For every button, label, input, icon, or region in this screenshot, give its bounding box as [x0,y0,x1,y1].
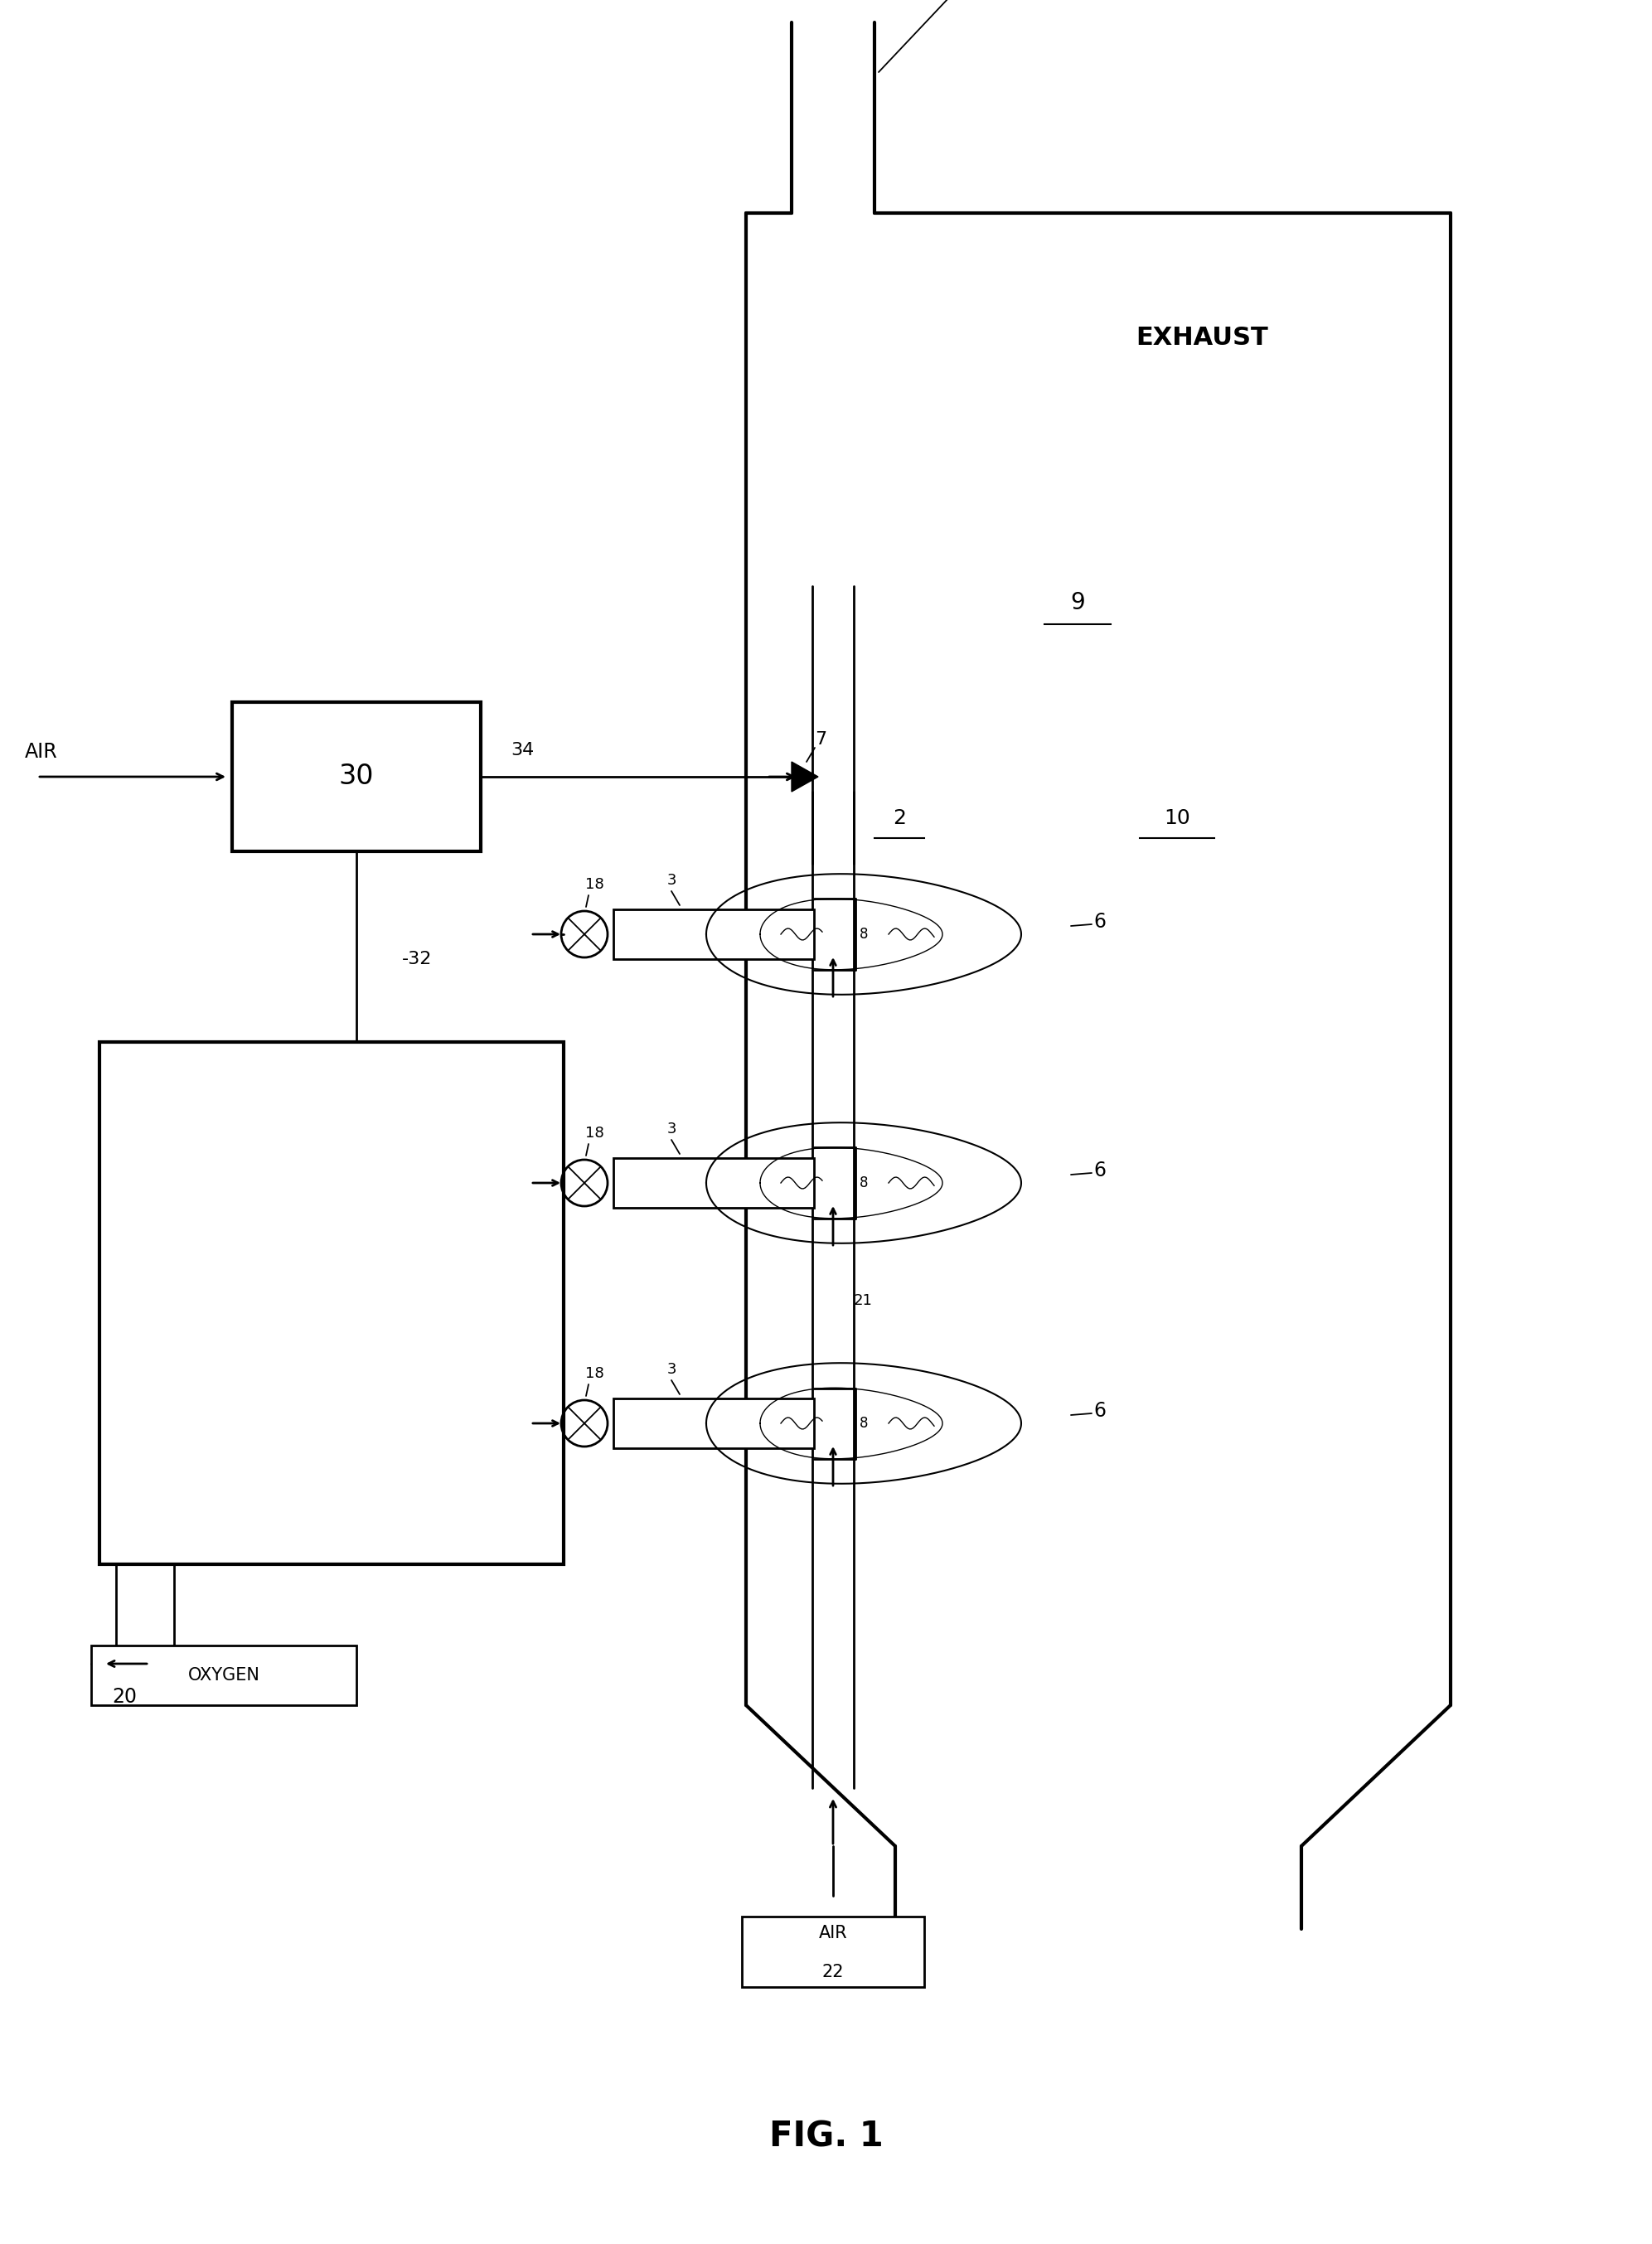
Text: 3: 3 [667,1362,676,1378]
Text: 10: 10 [1165,808,1189,828]
Bar [231,702,481,850]
Text: OXYGEN: OXYGEN [188,1667,259,1683]
Text: AIR: AIR [25,743,58,761]
Text: 18: 18 [585,877,603,891]
Bar [742,1916,923,1986]
Bar [99,1041,563,1564]
Text: 22: 22 [823,1964,844,1981]
Text: 21: 21 [854,1293,872,1308]
Text: 8: 8 [859,1416,867,1432]
Text: EXHAUST: EXHAUST [1135,325,1269,350]
Text: 6: 6 [1094,1160,1107,1180]
Text: 7: 7 [814,732,826,747]
Bar [613,909,814,958]
Bar [613,1398,814,1447]
Text: AIR: AIR [819,1925,847,1941]
Text: 3: 3 [667,1122,676,1135]
Bar [91,1645,357,1705]
Text: 18: 18 [585,1126,603,1140]
Text: 9: 9 [1070,590,1085,615]
Text: 18: 18 [585,1367,603,1380]
Text: 20: 20 [112,1687,137,1708]
Bar [613,1158,814,1207]
Text: 30: 30 [339,763,373,790]
Text: 8: 8 [859,927,867,942]
Polygon shape [791,761,818,792]
Text: 34: 34 [510,743,534,758]
Text: 3: 3 [667,873,676,889]
Text: 2: 2 [892,808,905,828]
Text: FIG. 1: FIG. 1 [768,2118,884,2154]
Text: -32: -32 [401,951,433,967]
Text: 8: 8 [859,1176,867,1189]
Text: 6: 6 [1094,911,1107,931]
Text: 6: 6 [1094,1400,1107,1420]
